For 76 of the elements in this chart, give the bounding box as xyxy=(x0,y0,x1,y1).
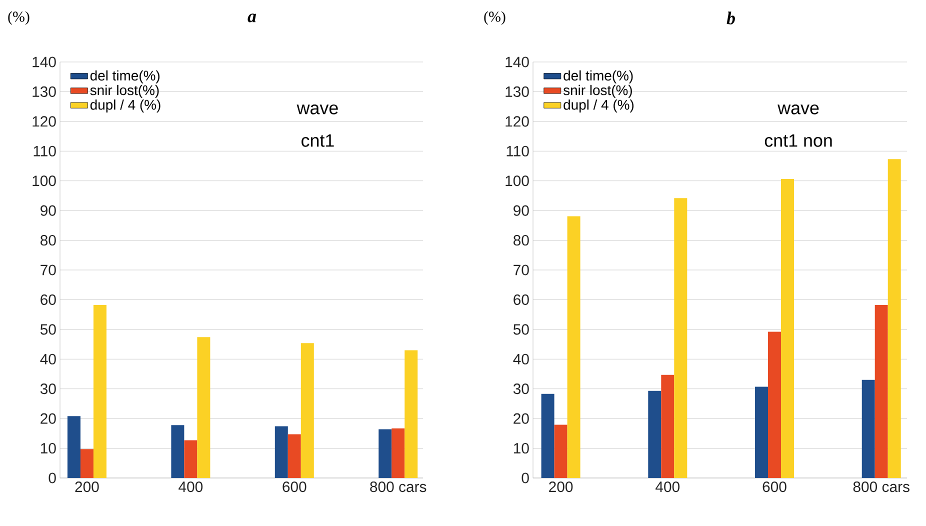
legend-label: dupl / 4 (%) xyxy=(90,100,160,113)
y-tick-label: 130 xyxy=(32,86,56,97)
bar xyxy=(674,198,688,478)
y-tick-label: 70 xyxy=(40,264,56,276)
bar xyxy=(541,394,554,478)
y-tick-label: 90 xyxy=(40,205,56,216)
y-tick-label: 110 xyxy=(34,146,56,156)
annotation: cnt1 non xyxy=(764,134,832,147)
y-tick-label: 40 xyxy=(40,354,56,364)
bar xyxy=(755,386,768,478)
x-tick-label: 800 cars xyxy=(370,482,426,492)
y-axis-title: (%) xyxy=(484,11,506,25)
x-tick-label: 200 xyxy=(549,482,573,492)
y-tick-label: 20 xyxy=(40,413,56,424)
y-tick-label: 10 xyxy=(41,442,56,454)
y-tick-label: 30 xyxy=(513,384,529,394)
y-tick-label: 20 xyxy=(514,413,529,424)
bar xyxy=(378,429,392,478)
bar xyxy=(197,337,210,478)
legend-label: snir lost(%) xyxy=(90,84,159,98)
y-tick-label: 30 xyxy=(40,384,56,394)
y-tick-label: 120 xyxy=(32,116,56,127)
bar xyxy=(274,426,288,478)
bar xyxy=(93,305,106,478)
legend-label: dupl / 4 (%) xyxy=(564,100,634,113)
x-tick-label: 400 xyxy=(656,482,680,492)
y-tick-label: 140 xyxy=(506,56,529,68)
annotation: wave xyxy=(778,104,819,114)
bar xyxy=(768,332,782,478)
y-tick-label: 80 xyxy=(514,234,529,246)
bar xyxy=(648,390,662,478)
y-tick-label: 120 xyxy=(506,116,529,127)
legend-label: snir lost(%) xyxy=(563,84,632,98)
bar xyxy=(661,374,674,478)
bar xyxy=(874,305,888,478)
bar xyxy=(404,350,418,478)
x-tick-label: 400 xyxy=(178,482,203,492)
x-tick-label: 200 xyxy=(75,482,99,492)
y-tick-label: 0 xyxy=(48,472,56,484)
bar xyxy=(171,425,184,478)
y-tick-label: 80 xyxy=(40,234,56,246)
y-tick-label: 50 xyxy=(513,324,529,335)
annotation: wave xyxy=(296,104,338,114)
x-tick-label: 600 xyxy=(762,482,786,492)
chart-title: b xyxy=(726,12,735,24)
y-tick-label: 40 xyxy=(513,354,529,364)
bar xyxy=(288,434,301,478)
bar xyxy=(67,416,80,478)
y-tick-label: 0 xyxy=(522,472,529,484)
legend-label: del time(%) xyxy=(90,70,160,84)
bar xyxy=(80,449,94,478)
y-tick-label: 90 xyxy=(514,205,529,216)
x-tick-label: 600 xyxy=(282,482,306,492)
y-axis-title: (%) xyxy=(8,11,30,25)
bar xyxy=(392,428,405,478)
y-tick-label: 70 xyxy=(514,264,529,276)
x-tick-label: 800 cars xyxy=(853,482,910,492)
bar xyxy=(567,216,580,478)
bar xyxy=(862,380,875,478)
bar xyxy=(781,179,794,478)
y-tick-label: 100 xyxy=(506,176,529,186)
chart-title: a xyxy=(248,14,256,22)
bar xyxy=(888,159,901,478)
bar xyxy=(300,343,314,478)
legend-label: del time(%) xyxy=(564,70,633,84)
bar xyxy=(184,440,198,478)
y-tick-label: 50 xyxy=(40,324,56,335)
y-tick-label: 110 xyxy=(506,146,529,156)
y-tick-label: 130 xyxy=(506,86,529,97)
y-tick-label: 60 xyxy=(40,294,56,305)
annotation: cnt1 xyxy=(302,134,334,147)
y-tick-label: 140 xyxy=(32,56,56,68)
y-tick-label: 100 xyxy=(32,176,56,186)
y-tick-label: 60 xyxy=(514,294,529,305)
bar xyxy=(554,424,568,478)
y-tick-label: 10 xyxy=(514,442,529,454)
